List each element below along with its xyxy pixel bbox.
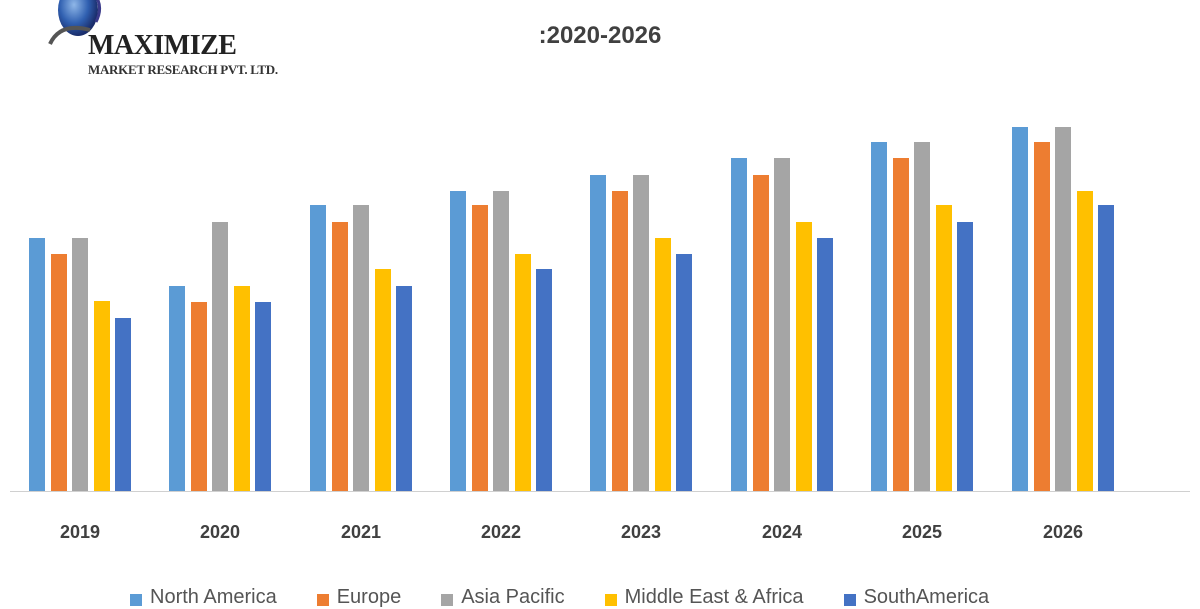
legend-swatch-icon [843, 594, 856, 606]
bar-asia-pacific-2020 [212, 222, 228, 491]
globe-icon [48, 0, 102, 45]
bar-north-america-2023 [590, 175, 606, 491]
bar-middle-east-africa-2019 [93, 301, 110, 491]
legend-item: Middle East & Africa [604, 586, 804, 609]
bar-middle-east-africa-2023 [654, 238, 671, 491]
bar-asia-pacific-2022 [493, 191, 509, 491]
legend-label: SouthAmerica [863, 586, 990, 608]
bar-southamerica-2021 [396, 286, 412, 491]
bar-middle-east-africa-2020 [233, 286, 250, 491]
legend-swatch-icon [604, 594, 617, 606]
bar-middle-east-africa-2026 [1076, 191, 1093, 491]
bar-middle-east-africa-2021 [374, 269, 391, 491]
bar-asia-pacific-2021 [353, 205, 369, 491]
bar-asia-pacific-2025 [914, 142, 930, 491]
legend-swatch-icon [441, 594, 454, 606]
bar-middle-east-africa-2022 [514, 254, 531, 491]
bar-north-america-2026 [1012, 127, 1028, 491]
bar-north-america-2021 [310, 205, 326, 491]
bar-asia-pacific-2024 [774, 158, 790, 491]
bar-southamerica-2022 [536, 269, 552, 491]
bar-north-america-2024 [731, 158, 747, 491]
bar-asia-pacific-2023 [633, 175, 649, 491]
legend-item: SouthAmerica [843, 586, 990, 609]
bar-middle-east-africa-2024 [795, 222, 812, 491]
bar-north-america-2019 [29, 238, 45, 491]
chart-title: :2020-2026 [538, 22, 662, 49]
bar-southamerica-2019 [115, 318, 131, 491]
x-tick-label: 2023 [620, 522, 662, 542]
x-tick-label: 2020 [199, 522, 241, 542]
bar-southamerica-2020 [255, 302, 271, 491]
logo-name: MAXIMIZE [88, 30, 237, 61]
bar-asia-pacific-2019 [72, 238, 88, 491]
x-tick-label: 2019 [59, 522, 101, 542]
legend-item: Europe [316, 586, 402, 609]
bar-middle-east-africa-2025 [935, 205, 952, 491]
x-axis-line [10, 491, 1190, 492]
x-tick-label: 2025 [901, 522, 943, 542]
bar-southamerica-2026 [1098, 205, 1114, 491]
bar-southamerica-2023 [676, 254, 692, 491]
bar-north-america-2020 [169, 286, 185, 491]
legend-label: Europe [336, 586, 402, 608]
company-logo: MAXIMIZE MARKET RESEARCH PVT. LTD. [30, 0, 300, 90]
legend-swatch-icon [316, 594, 329, 606]
legend-item: North America [130, 586, 277, 609]
logo-subtitle: MARKET RESEARCH PVT. LTD. [88, 62, 278, 77]
legend-swatch-icon [130, 594, 142, 606]
bar-asia-pacific-2026 [1055, 127, 1071, 491]
bar-southamerica-2025 [957, 222, 973, 491]
bar-southamerica-2024 [817, 238, 833, 491]
x-tick-label: 2024 [761, 522, 803, 542]
bar-europe-2024 [752, 175, 769, 491]
x-tick-label: 2022 [480, 522, 522, 542]
bar-europe-2020 [190, 302, 207, 491]
bar-europe-2019 [50, 254, 67, 491]
bar-europe-2025 [892, 158, 909, 491]
bar-north-america-2022 [450, 191, 466, 491]
legend-label: Middle East & Africa [624, 586, 804, 608]
legend-label: North America [150, 586, 277, 608]
bar-europe-2021 [331, 222, 348, 491]
x-tick-label: 2021 [340, 522, 382, 542]
bar-europe-2023 [611, 191, 628, 491]
bar-north-america-2025 [871, 142, 887, 491]
legend-label: Asia Pacific [461, 586, 565, 608]
legend-item: Asia Pacific [441, 586, 565, 609]
bar-europe-2022 [471, 205, 488, 491]
chart-legend: North America Europe Asia Pacific Middle Ea… [130, 586, 1029, 609]
x-tick-label: 2026 [1042, 522, 1084, 542]
bar-europe-2026 [1033, 142, 1050, 491]
